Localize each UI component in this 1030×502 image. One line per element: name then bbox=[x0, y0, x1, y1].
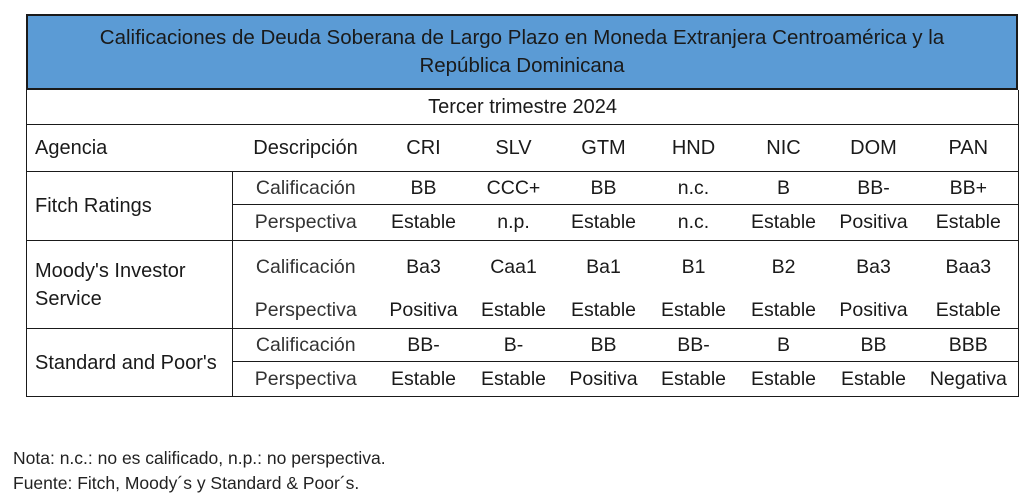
ratings-table: Tercer trimestre 2024 Agencia Descripció… bbox=[25, 90, 1020, 397]
rating-cell: B bbox=[776, 176, 790, 199]
rating-cell: BB bbox=[860, 333, 887, 356]
rating-cell: BB- bbox=[407, 333, 440, 356]
outlook-cell: Estable bbox=[648, 361, 739, 397]
outlook-cell: Estable bbox=[558, 293, 649, 329]
rating-cell: Ba1 bbox=[586, 255, 621, 278]
rating-cell: B- bbox=[503, 333, 524, 356]
outlook-cell: Estable bbox=[648, 293, 739, 329]
rating-cell: B2 bbox=[771, 255, 796, 278]
agency-name-sp: Standard and Poor's bbox=[26, 328, 233, 397]
header-country: PAN bbox=[918, 124, 1020, 172]
outlook-cell: Estable bbox=[558, 204, 649, 241]
rating-cell: BB bbox=[590, 176, 617, 199]
table-row: Perspectiva Positiva Estable Estable Est… bbox=[27, 293, 1020, 329]
header-country: DOM bbox=[828, 124, 919, 172]
header-agency: Agencia bbox=[26, 124, 233, 172]
ratings-table-container: Calificaciones de Deuda Soberana de Larg… bbox=[25, 14, 1020, 397]
rating-cell: Ba3 bbox=[406, 255, 441, 278]
outlook-cell: Estable bbox=[468, 361, 559, 397]
outlook-cell: Estable bbox=[738, 293, 829, 329]
outlook-cell: n.p. bbox=[468, 204, 559, 241]
outlook-cell: Estable bbox=[738, 361, 829, 397]
outlook-cell: Estable bbox=[378, 361, 469, 397]
row-description: Perspectiva bbox=[232, 293, 379, 329]
rating-cell: Ba3 bbox=[856, 255, 891, 278]
outlook-cell: Positiva bbox=[378, 293, 469, 329]
header-country: NIC bbox=[738, 124, 829, 172]
outlook-cell: Positiva bbox=[828, 293, 919, 329]
rating-cell: BB bbox=[590, 333, 617, 356]
agency-name-moodys: Moody's Investor Service bbox=[26, 240, 233, 329]
header-country: HND bbox=[648, 124, 739, 172]
note-text: Nota: n.c.: no es calificado, n.p.: no p… bbox=[13, 448, 386, 468]
outlook-cell: Estable bbox=[378, 204, 469, 241]
outlook-cell: Estable bbox=[468, 293, 559, 329]
table-row: Standard and Poor's Calificación BB- B- … bbox=[26, 328, 1020, 397]
agency-name-fitch: Fitch Ratings bbox=[26, 171, 233, 241]
outlook-cell: Negativa bbox=[918, 361, 1020, 397]
outlook-cell: Positiva bbox=[828, 204, 919, 241]
rating-cell: BB+ bbox=[918, 171, 1020, 205]
outlook-cell: Estable bbox=[918, 293, 1020, 329]
header-country: CRI bbox=[378, 124, 469, 172]
table-title: Calificaciones de Deuda Soberana de Larg… bbox=[26, 14, 1018, 90]
header-country: GTM bbox=[558, 124, 649, 172]
row-description: Calificación bbox=[255, 255, 356, 278]
table-row: Perspectiva Estable Estable Positiva Est… bbox=[27, 361, 1020, 397]
table-row: Moody's Investor Service Calificación Ba… bbox=[26, 240, 1020, 329]
outlook-cell: Positiva bbox=[558, 361, 649, 397]
table-row: Fitch Ratings Calificación BB CCC+ BB n.… bbox=[26, 171, 1020, 241]
outlook-cell: n.c. bbox=[648, 204, 739, 241]
header-row: Agencia Descripción CRI SLV GTM HND NIC … bbox=[26, 124, 1020, 172]
rating-cell: BBB bbox=[918, 328, 1020, 362]
outlook-cell: Estable bbox=[828, 361, 919, 397]
rating-cell: BB- bbox=[677, 333, 710, 356]
rating-cell: Baa3 bbox=[918, 240, 1020, 293]
row-description: Calificación bbox=[255, 176, 356, 199]
source-text: Fuente: Fitch, Moody´s y Standard & Poor… bbox=[13, 473, 360, 493]
row-description: Calificación bbox=[255, 333, 356, 356]
rating-cell: BB bbox=[410, 176, 437, 199]
rating-cell: B bbox=[776, 333, 790, 356]
rating-cell: Caa1 bbox=[490, 255, 537, 278]
footnotes: Nota: n.c.: no es calificado, n.p.: no p… bbox=[13, 446, 386, 496]
row-description: Perspectiva bbox=[232, 361, 379, 397]
header-description: Descripción bbox=[232, 124, 379, 172]
rating-cell: CCC+ bbox=[486, 176, 541, 199]
rating-cell: n.c. bbox=[677, 176, 710, 199]
outlook-cell: Estable bbox=[918, 204, 1020, 241]
rating-cell: B1 bbox=[681, 255, 706, 278]
table-row: Perspectiva Estable n.p. Estable n.c. Es… bbox=[27, 204, 1020, 241]
outlook-cell: Estable bbox=[738, 204, 829, 241]
row-description: Perspectiva bbox=[232, 204, 379, 241]
period-label: Tercer trimestre 2024 bbox=[25, 90, 1020, 125]
header-country: SLV bbox=[468, 124, 559, 172]
rating-cell: BB- bbox=[857, 176, 890, 199]
